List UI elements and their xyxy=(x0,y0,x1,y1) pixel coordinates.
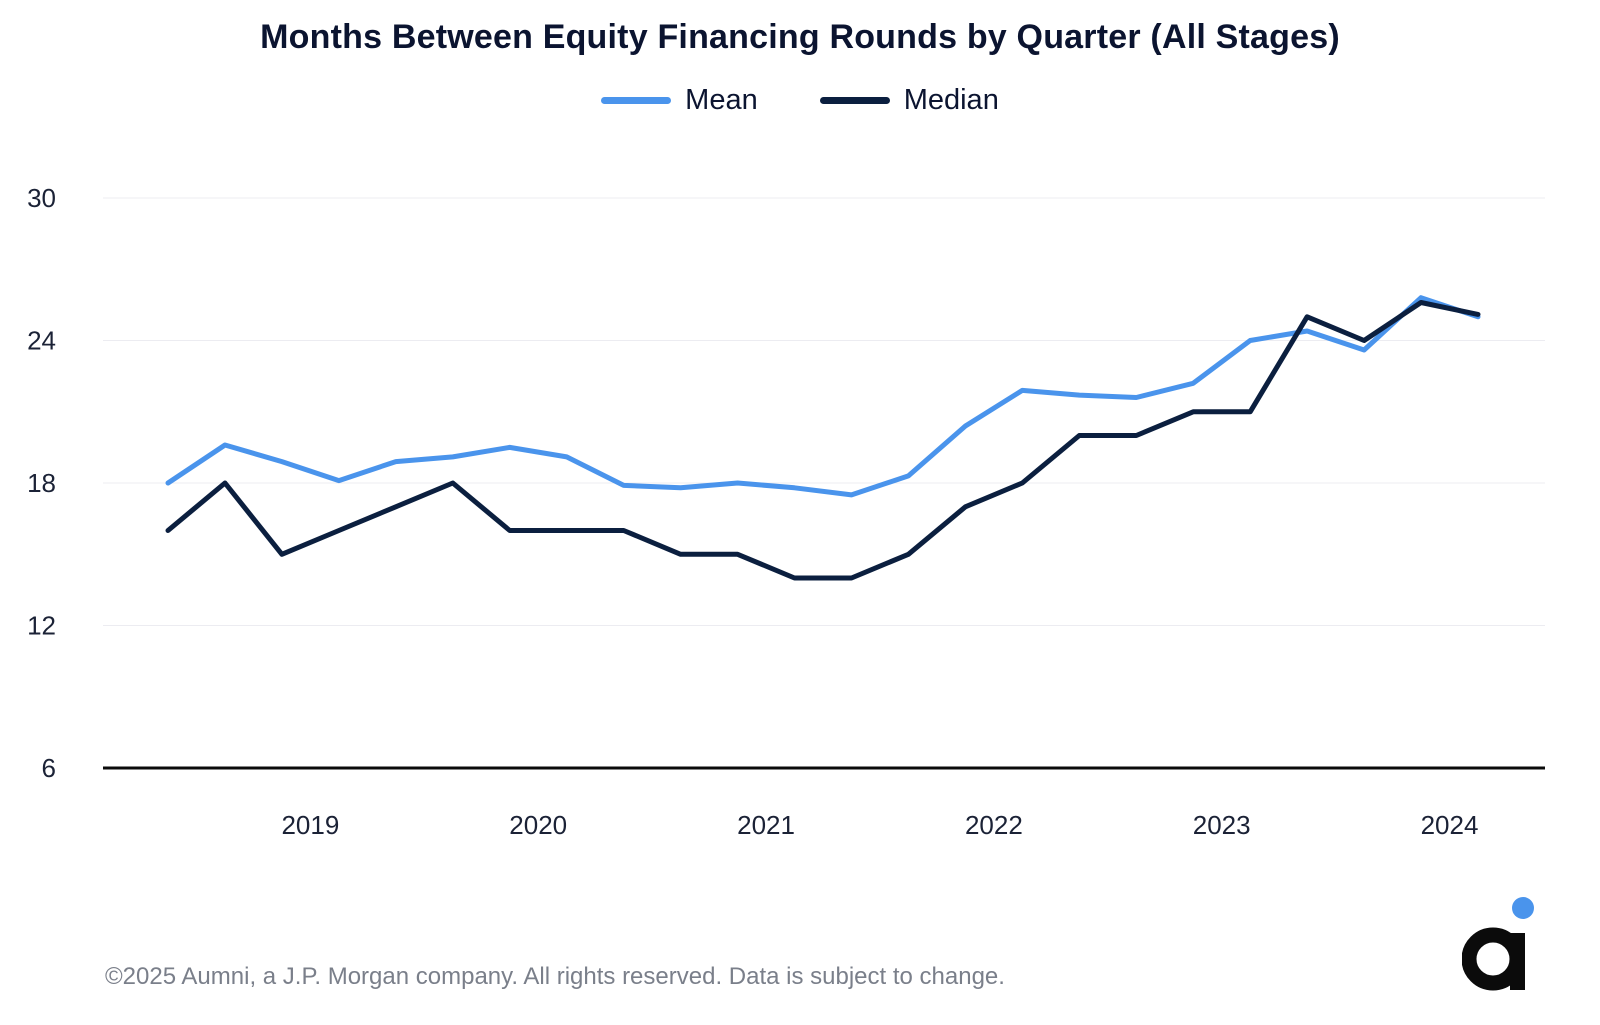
data-point-mean xyxy=(1305,329,1310,333)
data-point-mean xyxy=(393,459,398,464)
chart-title: Months Between Equity Financing Rounds b… xyxy=(260,18,1340,56)
copyright-footer: ©2025 Aumni, a J.P. Morgan company. All … xyxy=(105,963,1005,990)
data-point-median xyxy=(564,528,569,533)
data-point-mean xyxy=(1191,381,1196,386)
data-point-mean xyxy=(507,445,512,450)
data-point-median xyxy=(1134,433,1139,438)
x-tick-label: 2020 xyxy=(509,810,567,840)
data-point-mean xyxy=(1248,338,1253,343)
data-point-median xyxy=(1362,338,1367,343)
data-point-median xyxy=(279,552,284,557)
data-point-median xyxy=(1419,300,1424,305)
data-point-mean xyxy=(1419,295,1424,300)
data-point-mean xyxy=(906,473,911,478)
data-point-median xyxy=(792,576,797,580)
legend-label-mean: Mean xyxy=(685,84,758,116)
data-point-mean xyxy=(564,454,569,459)
aumni-logo-icon xyxy=(1462,897,1534,991)
data-point-median xyxy=(393,504,398,509)
data-point-mean xyxy=(678,485,683,490)
data-point-median xyxy=(906,552,911,557)
y-tick-label: 24 xyxy=(27,326,56,356)
data-point-mean xyxy=(963,424,968,428)
legend: Mean Median xyxy=(0,84,1600,117)
data-point-median xyxy=(735,552,740,557)
x-tick-label: 2022 xyxy=(965,810,1023,840)
x-tick-label: 2019 xyxy=(281,810,339,840)
data-point-median xyxy=(1248,409,1253,414)
data-point-mean xyxy=(279,459,284,464)
data-point-mean xyxy=(1020,388,1025,393)
legend-item-median: Median xyxy=(819,84,999,117)
data-point-median xyxy=(222,481,227,485)
data-point-median xyxy=(1020,481,1025,485)
data-point-median xyxy=(336,528,341,533)
data-point-mean xyxy=(166,481,170,485)
data-point-median xyxy=(849,576,854,580)
legend-swatch-mean xyxy=(601,97,672,104)
y-tick-label: 6 xyxy=(42,753,56,783)
x-tick-label: 2023 xyxy=(1193,810,1251,840)
data-point-mean xyxy=(792,485,797,490)
data-point-median xyxy=(678,552,683,557)
data-point-median xyxy=(1191,409,1196,414)
data-point-median xyxy=(450,481,455,485)
data-point-median xyxy=(963,504,968,509)
series-line-median xyxy=(165,300,1481,581)
data-point-median xyxy=(621,528,626,533)
series-line-mean xyxy=(165,295,1481,498)
data-point-mean xyxy=(849,492,854,497)
data-point-median xyxy=(507,528,512,533)
data-point-mean xyxy=(1134,395,1139,400)
y-tick-label: 18 xyxy=(27,468,56,498)
legend-swatch-median xyxy=(819,97,890,104)
data-point-mean xyxy=(450,454,455,459)
legend-label-median: Median xyxy=(903,84,999,116)
data-point-mean xyxy=(222,443,227,447)
y-tick-label: 30 xyxy=(27,183,56,213)
data-point-median xyxy=(1476,312,1480,317)
data-point-median xyxy=(1077,433,1082,438)
data-point-mean xyxy=(1362,348,1367,352)
data-point-mean xyxy=(1077,393,1082,398)
data-point-mean xyxy=(735,481,740,485)
legend-item-mean: Mean xyxy=(601,84,758,117)
x-tick-label: 2021 xyxy=(737,810,795,840)
y-tick-label: 12 xyxy=(27,611,56,641)
x-tick-label: 2024 xyxy=(1421,810,1479,840)
data-point-mean xyxy=(621,483,626,488)
data-point-median xyxy=(1305,314,1310,319)
data-point-mean xyxy=(336,478,341,483)
data-point-median xyxy=(166,528,170,533)
